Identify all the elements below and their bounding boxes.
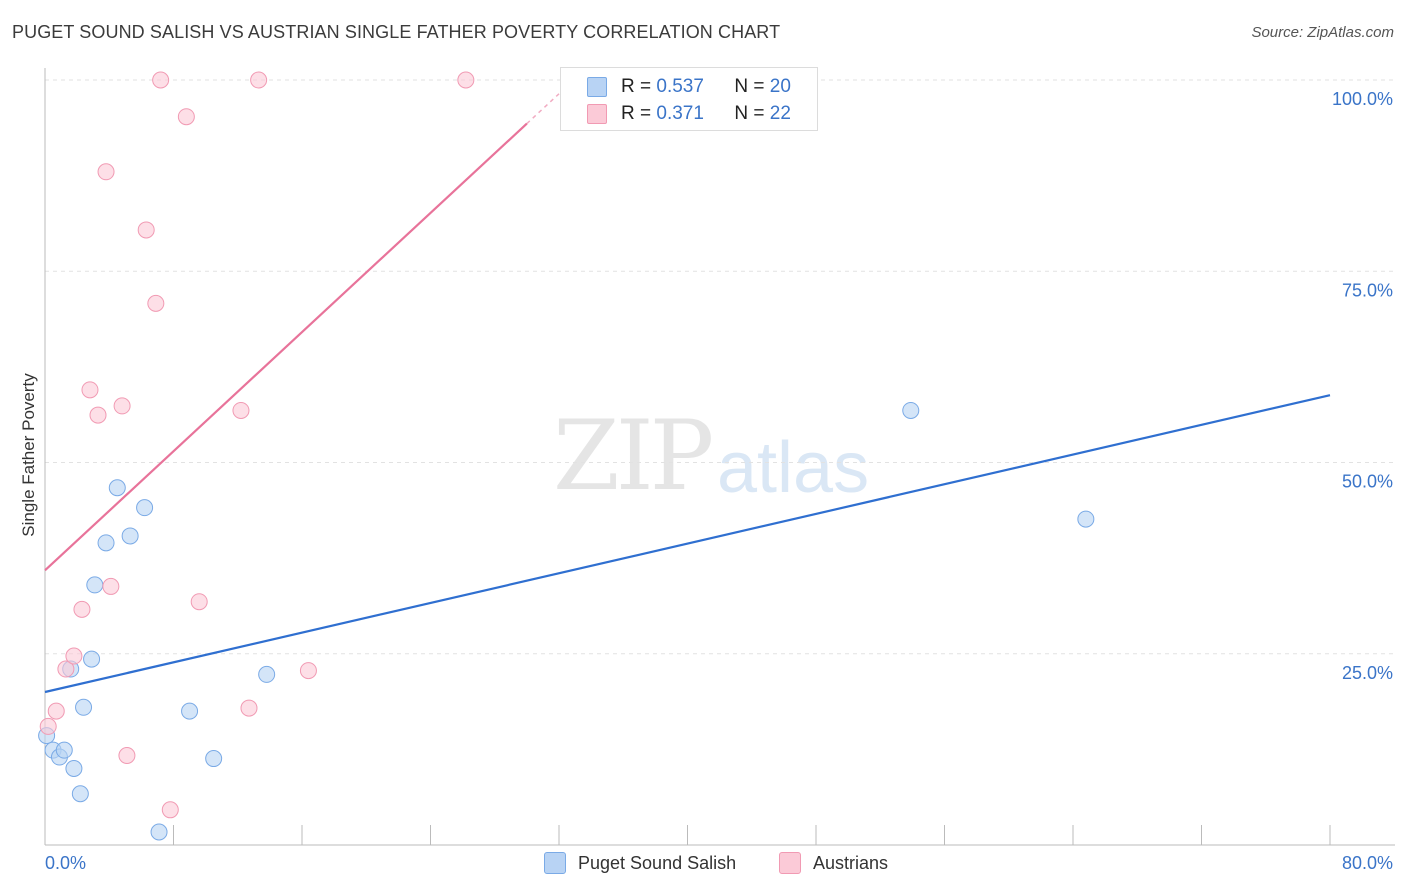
point-austrians	[250, 71, 268, 89]
point-salish	[71, 785, 89, 803]
point-salish	[902, 401, 920, 419]
point-austrians	[152, 71, 170, 89]
stats-legend: R = 0.537 N = 20 R = 0.371 N = 22	[560, 67, 818, 131]
point-salish	[121, 527, 139, 545]
trend-line-austrians-extension	[526, 93, 560, 125]
legend-label-austrians: Austrians	[813, 852, 889, 873]
legend-item-austrians: Austrians	[779, 852, 888, 874]
legend-label-salish: Puget Sound Salish	[578, 852, 737, 873]
legend-r-label: R =	[621, 76, 652, 97]
y-axis-label: Single Father Poverty	[19, 373, 38, 537]
point-salish	[181, 702, 199, 720]
y-tick-label: 25.0%	[1342, 663, 1393, 683]
point-austrians	[47, 702, 65, 720]
legend-row-austrians: R = 0.371 N = 22	[587, 102, 791, 126]
point-austrians	[113, 397, 131, 415]
point-austrians	[118, 746, 136, 764]
point-salish	[83, 650, 101, 668]
trend-line-austrians	[44, 122, 528, 572]
point-austrians	[232, 401, 250, 419]
legend-row-salish: R = 0.537 N = 20	[587, 75, 791, 99]
legend-swatch-salish-bottom	[544, 852, 566, 874]
trend-line-salish	[44, 394, 1331, 694]
point-salish	[86, 576, 104, 594]
legend-swatch-austrians-bottom	[779, 852, 801, 874]
y-tick-label: 75.0%	[1342, 280, 1393, 300]
point-salish	[1077, 510, 1095, 528]
point-salish	[150, 823, 168, 841]
x-tick-label-min: 0.0%	[45, 853, 86, 873]
point-salish	[108, 479, 126, 497]
point-austrians	[65, 647, 83, 665]
source-label: Source: ZipAtlas.com	[1251, 24, 1394, 41]
point-austrians	[190, 593, 208, 611]
point-austrians	[97, 163, 115, 181]
point-austrians	[57, 660, 75, 678]
point-salish	[205, 750, 223, 768]
x-tick-label-max: 80.0%	[1342, 853, 1393, 873]
data-points	[38, 71, 1095, 841]
chart-title: PUGET SOUND SALISH VS AUSTRIAN SINGLE FA…	[12, 22, 781, 42]
point-austrians	[161, 801, 179, 819]
point-salish	[75, 698, 93, 716]
legend-r-value-austrians: 0.371	[656, 103, 704, 124]
legend-n-label: N =	[734, 103, 765, 124]
point-austrians	[177, 108, 195, 126]
point-salish	[136, 499, 154, 517]
point-austrians	[299, 662, 317, 680]
y-tick-label: 50.0%	[1342, 472, 1393, 492]
trend-lines	[44, 93, 1331, 694]
axes	[44, 68, 1395, 846]
watermark-zip: ZIP	[553, 400, 714, 512]
y-tick-label: 100.0%	[1332, 89, 1393, 109]
point-austrians	[147, 294, 165, 312]
legend-swatch-salish	[587, 77, 607, 97]
gridlines	[45, 79, 1395, 655]
legend-r-value-salish: 0.537	[656, 76, 704, 97]
legend-r-label: R =	[621, 103, 652, 124]
watermark-atlas: atlas	[717, 428, 870, 508]
point-austrians	[240, 699, 258, 717]
point-austrians	[137, 221, 155, 239]
tick-labels: 25.0% 50.0% 75.0% 100.0% 0.0% 80.0%	[45, 89, 1393, 873]
series-legend: Puget Sound Salish Austrians	[0, 852, 1406, 876]
point-austrians	[457, 71, 475, 89]
legend-item-salish: Puget Sound Salish	[544, 852, 736, 874]
legend-swatch-austrians	[587, 104, 607, 124]
point-salish	[258, 665, 276, 683]
point-austrians	[81, 381, 99, 399]
point-salish	[55, 741, 73, 759]
point-austrians	[102, 577, 120, 595]
point-salish	[97, 534, 115, 552]
legend-n-label: N =	[734, 76, 765, 97]
legend-n-value-austrians: 22	[769, 103, 791, 124]
point-salish	[65, 760, 83, 777]
point-austrians	[73, 600, 91, 618]
legend-n-value-salish: 20	[769, 76, 791, 97]
point-austrians	[89, 406, 107, 424]
point-austrians	[39, 717, 57, 735]
